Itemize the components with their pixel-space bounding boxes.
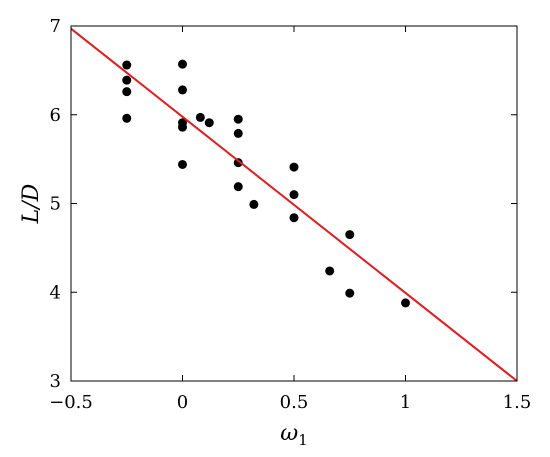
data-point bbox=[195, 112, 205, 122]
data-point bbox=[325, 266, 335, 276]
data-point bbox=[204, 118, 214, 128]
x-tick-label: −0.5 bbox=[49, 392, 93, 413]
axis-ticks: −0.5 0 0.5 1 1.5 3 4 5 6 7 bbox=[49, 16, 531, 413]
data-point bbox=[289, 213, 299, 223]
x-tick-label: 0 bbox=[177, 392, 188, 413]
data-point bbox=[233, 128, 243, 138]
y-tick-label: 4 bbox=[50, 282, 61, 303]
y-axis-label: L/D bbox=[19, 183, 44, 224]
y-tick-label: 7 bbox=[50, 16, 61, 37]
data-point bbox=[289, 162, 299, 172]
x-tick-label: 1 bbox=[400, 392, 411, 413]
x-tick-label: 0.5 bbox=[280, 392, 309, 413]
data-point bbox=[401, 298, 410, 308]
fit-line bbox=[70, 27, 518, 382]
data-point bbox=[289, 190, 299, 200]
data-point bbox=[122, 60, 132, 70]
y-tick-label: 3 bbox=[50, 371, 61, 392]
y-tick-label: 5 bbox=[50, 194, 61, 215]
data-point bbox=[345, 230, 355, 240]
data-point bbox=[122, 75, 132, 85]
data-point bbox=[178, 59, 187, 69]
data-point bbox=[233, 158, 243, 168]
data-point bbox=[178, 122, 187, 132]
plot-marks bbox=[70, 27, 518, 382]
y-tick-label: 6 bbox=[50, 105, 61, 126]
data-point bbox=[122, 87, 132, 97]
data-point bbox=[233, 182, 243, 192]
data-point bbox=[122, 113, 132, 123]
data-point bbox=[233, 114, 243, 124]
data-point bbox=[249, 199, 259, 209]
data-point bbox=[178, 159, 187, 169]
x-axis-label: ω1 bbox=[280, 421, 308, 449]
data-point bbox=[345, 288, 355, 298]
x-tick-label: 1.5 bbox=[503, 392, 532, 413]
data-point bbox=[178, 85, 187, 95]
